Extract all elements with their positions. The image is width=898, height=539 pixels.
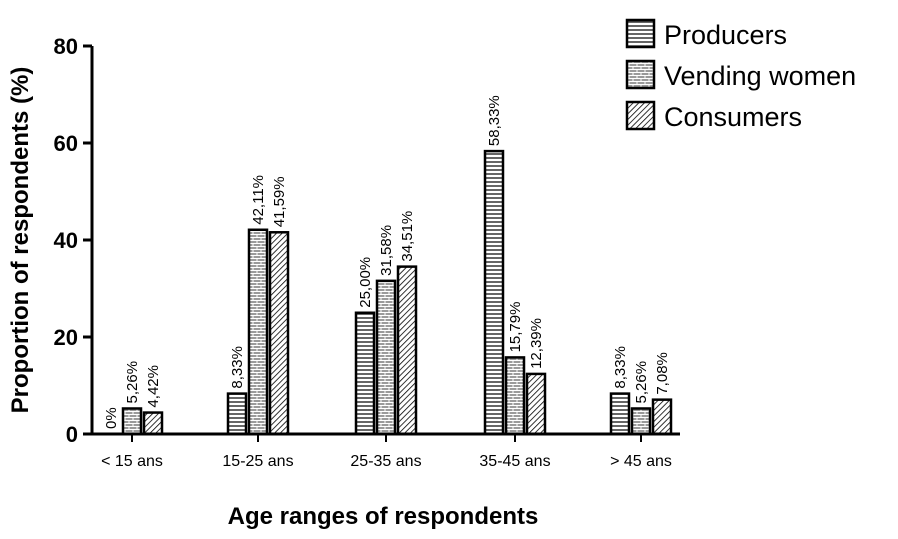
y-ticks: 0 20 40 60 80 bbox=[54, 34, 92, 447]
bars-layer bbox=[121, 149, 673, 436]
legend-label: Producers bbox=[664, 20, 787, 50]
y-tick-label: 20 bbox=[54, 325, 78, 350]
bar-value-label: 42,11% bbox=[250, 175, 267, 225]
bar-consumers bbox=[651, 398, 673, 436]
bar-value-label: 5,26% bbox=[124, 361, 141, 404]
bar-value-label: 15,79% bbox=[507, 302, 524, 353]
bar-value-label: 0% bbox=[103, 407, 120, 429]
y-tick-label: 0 bbox=[66, 422, 78, 447]
bar-vending-women bbox=[375, 279, 397, 436]
bar-value-label: 41,59% bbox=[271, 176, 288, 227]
y-tick-label: 60 bbox=[54, 131, 78, 156]
bar-producers bbox=[354, 311, 376, 436]
bar-vending-women bbox=[504, 356, 526, 436]
value-labels-layer: 0%8,33%25,00%58,33%8,33%5,26%42,11%31,58… bbox=[103, 95, 671, 429]
legend-swatch bbox=[625, 18, 656, 49]
bar-producers bbox=[226, 392, 248, 436]
bar-value-label: 25,00% bbox=[357, 257, 374, 308]
bar-vending-women bbox=[121, 407, 143, 436]
legend-swatch bbox=[625, 59, 656, 90]
bar-vending-women bbox=[247, 228, 269, 436]
x-tick-label: 15-25 ans bbox=[222, 453, 293, 470]
bar-value-label: 58,33% bbox=[486, 95, 503, 146]
bar-value-label: 7,08% bbox=[654, 352, 671, 395]
bar-vending-women bbox=[630, 407, 652, 436]
bar-value-label: 12,39% bbox=[528, 318, 545, 369]
bar-consumers bbox=[396, 265, 418, 436]
bar-value-label: 4,42% bbox=[145, 365, 162, 408]
legend-swatch bbox=[625, 100, 656, 131]
bar-value-label: 8,33% bbox=[612, 346, 629, 389]
legend-label: Consumers bbox=[664, 102, 802, 132]
bar-value-label: 5,26% bbox=[633, 361, 650, 404]
x-axis-title: Age ranges of respondents bbox=[228, 503, 539, 530]
legend: Producers Vending women Consumers bbox=[625, 18, 856, 132]
x-tick-label: > 45 ans bbox=[610, 453, 672, 470]
bar-producers bbox=[483, 149, 505, 436]
bar-consumers bbox=[525, 372, 547, 436]
x-ticks: < 15 ans 15-25 ans 25-35 ans 35-45 ans > 45 … bbox=[101, 434, 672, 470]
x-tick-label: 25-35 ans bbox=[350, 453, 421, 470]
x-tick-label: < 15 ans bbox=[101, 453, 163, 470]
axes: 0 20 40 60 80 < 15 ans 15-25 ans 25-35 ans 35-4… bbox=[54, 34, 680, 470]
bar-value-label: 34,51% bbox=[399, 211, 416, 262]
y-axis-title: Proportion of respondents (%) bbox=[7, 67, 34, 414]
bar-value-label: 31,58% bbox=[378, 225, 395, 276]
legend-label: Vending women bbox=[664, 61, 856, 91]
y-tick-label: 80 bbox=[54, 34, 78, 59]
x-tick-label: 35-45 ans bbox=[479, 453, 550, 470]
y-tick-label: 40 bbox=[54, 228, 78, 253]
bar-value-label: 8,33% bbox=[229, 346, 246, 389]
bar-producers bbox=[609, 392, 631, 436]
bar-consumers bbox=[142, 411, 164, 436]
bar-consumers bbox=[268, 231, 290, 436]
